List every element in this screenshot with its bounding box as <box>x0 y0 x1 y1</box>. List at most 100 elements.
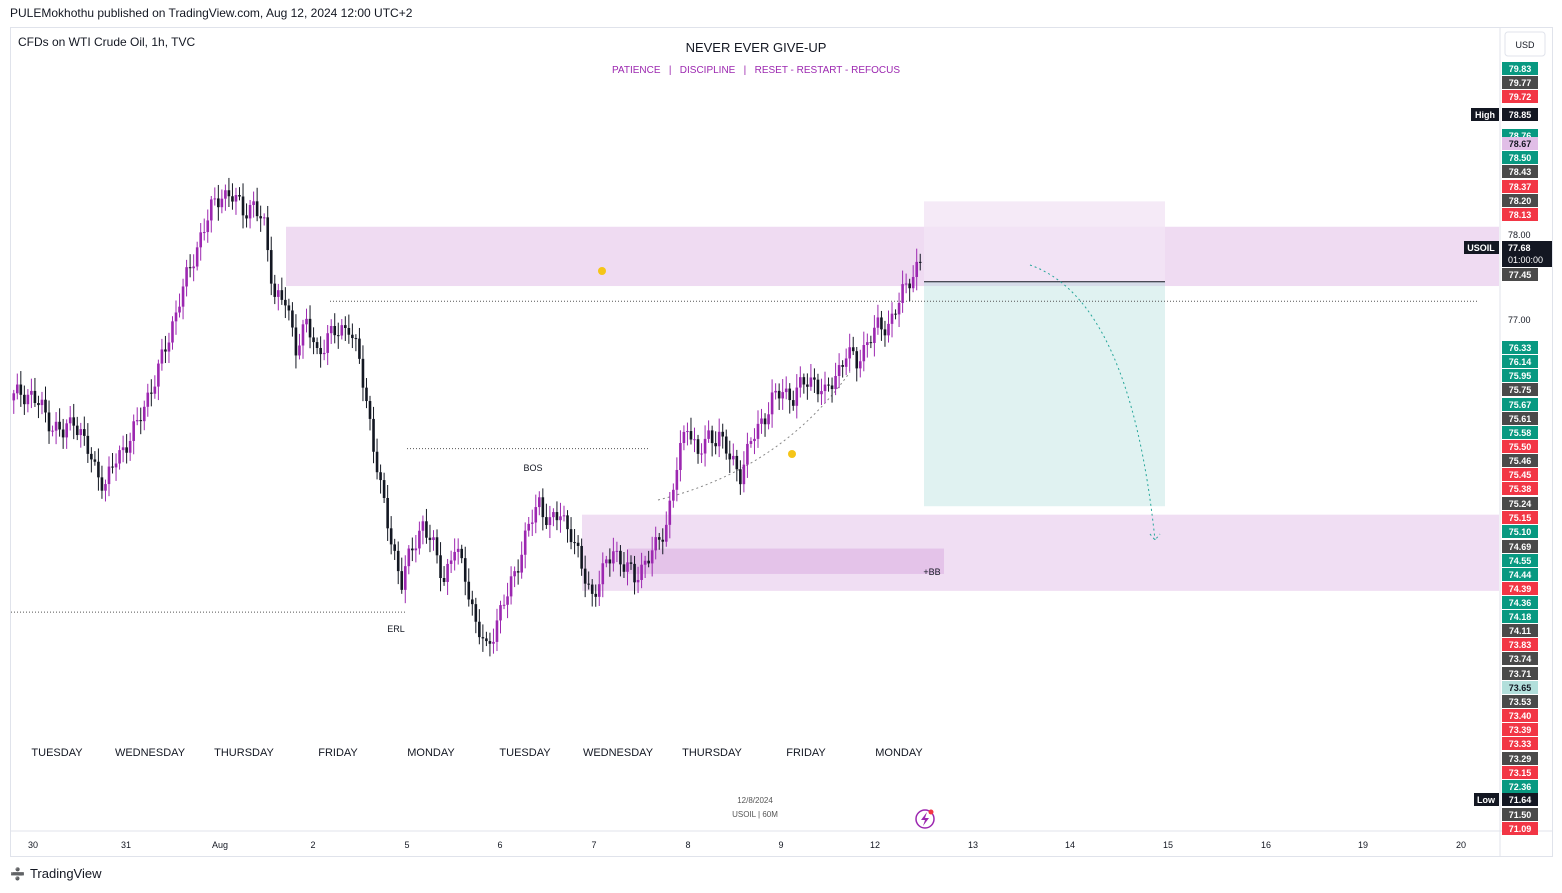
candle <box>855 346 859 382</box>
currency-label[interactable]: USD <box>1515 40 1535 50</box>
price-tag: 75.15 <box>1502 511 1538 524</box>
candle <box>802 373 806 394</box>
candle <box>661 528 665 555</box>
candle <box>30 378 33 409</box>
svg-text:74.11: 74.11 <box>1509 626 1531 636</box>
day-label: WEDNESDAY <box>583 747 654 759</box>
demand-zone[interactable] <box>582 514 1499 591</box>
svg-text:73.74: 73.74 <box>1509 654 1532 664</box>
candle <box>403 555 407 604</box>
price-tag: 73.33 <box>1502 737 1538 750</box>
candle <box>157 359 160 401</box>
tradingview-logo-icon: ➗ <box>10 866 25 881</box>
candle <box>178 293 181 318</box>
candle <box>901 270 904 313</box>
symbol-tag <box>1464 241 1499 254</box>
candle <box>19 371 23 407</box>
svg-text:76.33: 76.33 <box>1509 343 1532 353</box>
candle <box>717 418 721 458</box>
svg-text:74.44: 74.44 <box>1509 570 1532 580</box>
candle <box>488 632 492 657</box>
candle <box>79 422 83 448</box>
svg-text:73.65: 73.65 <box>1509 683 1532 693</box>
candle <box>573 528 576 555</box>
svg-text:75.10: 75.10 <box>1509 527 1532 537</box>
candle <box>174 300 178 335</box>
bb-zone[interactable] <box>628 548 944 574</box>
candle <box>467 568 471 607</box>
candle <box>389 516 393 555</box>
candle <box>841 360 844 378</box>
candle <box>548 505 552 539</box>
candle <box>252 191 255 218</box>
candle <box>100 465 104 499</box>
candle <box>608 548 612 577</box>
svg-text:75.15: 75.15 <box>1509 513 1532 523</box>
candle <box>421 515 425 545</box>
stop-loss-zone[interactable] <box>924 201 1165 282</box>
candle <box>668 492 672 539</box>
price-tag: 74.69 <box>1502 540 1538 553</box>
candle <box>361 345 365 402</box>
candle <box>502 594 506 610</box>
candle <box>301 319 305 359</box>
price-tag: 78.37 <box>1502 180 1538 193</box>
price-tag: 78.50 <box>1502 151 1538 164</box>
day-label: THURSDAY <box>214 747 274 759</box>
low-badge <box>1474 793 1499 806</box>
candle <box>894 309 897 320</box>
take-profit-zone[interactable] <box>924 281 1165 507</box>
bos-label: BOS <box>523 463 542 473</box>
publisher-line: PULEMokhothu published on TradingView.co… <box>10 6 413 20</box>
candle <box>414 534 418 563</box>
price-tag: 74.36 <box>1502 596 1538 609</box>
candle <box>731 443 735 466</box>
candle <box>820 378 823 406</box>
price-tag: 75.10 <box>1502 525 1538 538</box>
currency-box[interactable] <box>1504 31 1546 57</box>
svg-text:73.15: 73.15 <box>1509 768 1532 778</box>
candle <box>509 566 513 605</box>
candle <box>61 418 65 449</box>
price-tag: 75.61 <box>1502 412 1538 425</box>
low-value-tag <box>1502 793 1538 806</box>
svg-text:78.37: 78.37 <box>1509 182 1532 192</box>
lightning-icon[interactable] <box>915 809 935 829</box>
svg-text:75.58: 75.58 <box>1509 428 1532 438</box>
candle <box>269 236 273 296</box>
candle <box>333 313 337 344</box>
candle <box>530 509 534 536</box>
candle <box>474 597 478 634</box>
price-tag: 78.20 <box>1502 194 1538 207</box>
svg-text:75.50: 75.50 <box>1509 442 1532 452</box>
svg-text:74.36: 74.36 <box>1509 598 1532 608</box>
candle <box>121 435 125 463</box>
candle <box>259 205 262 232</box>
x-tick-label: 19 <box>1358 840 1368 850</box>
symbol-label: CFDs on WTI Crude Oil, 1h, TVC <box>18 35 195 49</box>
projection-arrow <box>1029 264 1161 541</box>
x-tick-label: 13 <box>968 840 978 850</box>
y-tick-label: 77.00 <box>1508 315 1531 325</box>
candle <box>876 304 880 335</box>
price-tag: 73.83 <box>1502 638 1538 651</box>
supply-zone[interactable] <box>286 226 1499 287</box>
candle <box>866 333 869 358</box>
candle <box>400 557 404 594</box>
candle <box>597 570 601 606</box>
candle <box>657 532 661 550</box>
candle <box>587 571 590 590</box>
candle <box>68 406 72 431</box>
candle <box>555 501 559 531</box>
candle <box>837 353 841 389</box>
candle <box>72 403 76 440</box>
candle <box>823 371 827 404</box>
candle <box>280 277 284 305</box>
bb-label: +BB <box>923 567 940 577</box>
price-tag: 71.50 <box>1502 808 1538 821</box>
candle <box>492 628 495 654</box>
candle <box>456 538 460 565</box>
footer-brand[interactable]: ➗ TradingView <box>10 866 102 881</box>
candle <box>650 536 654 577</box>
